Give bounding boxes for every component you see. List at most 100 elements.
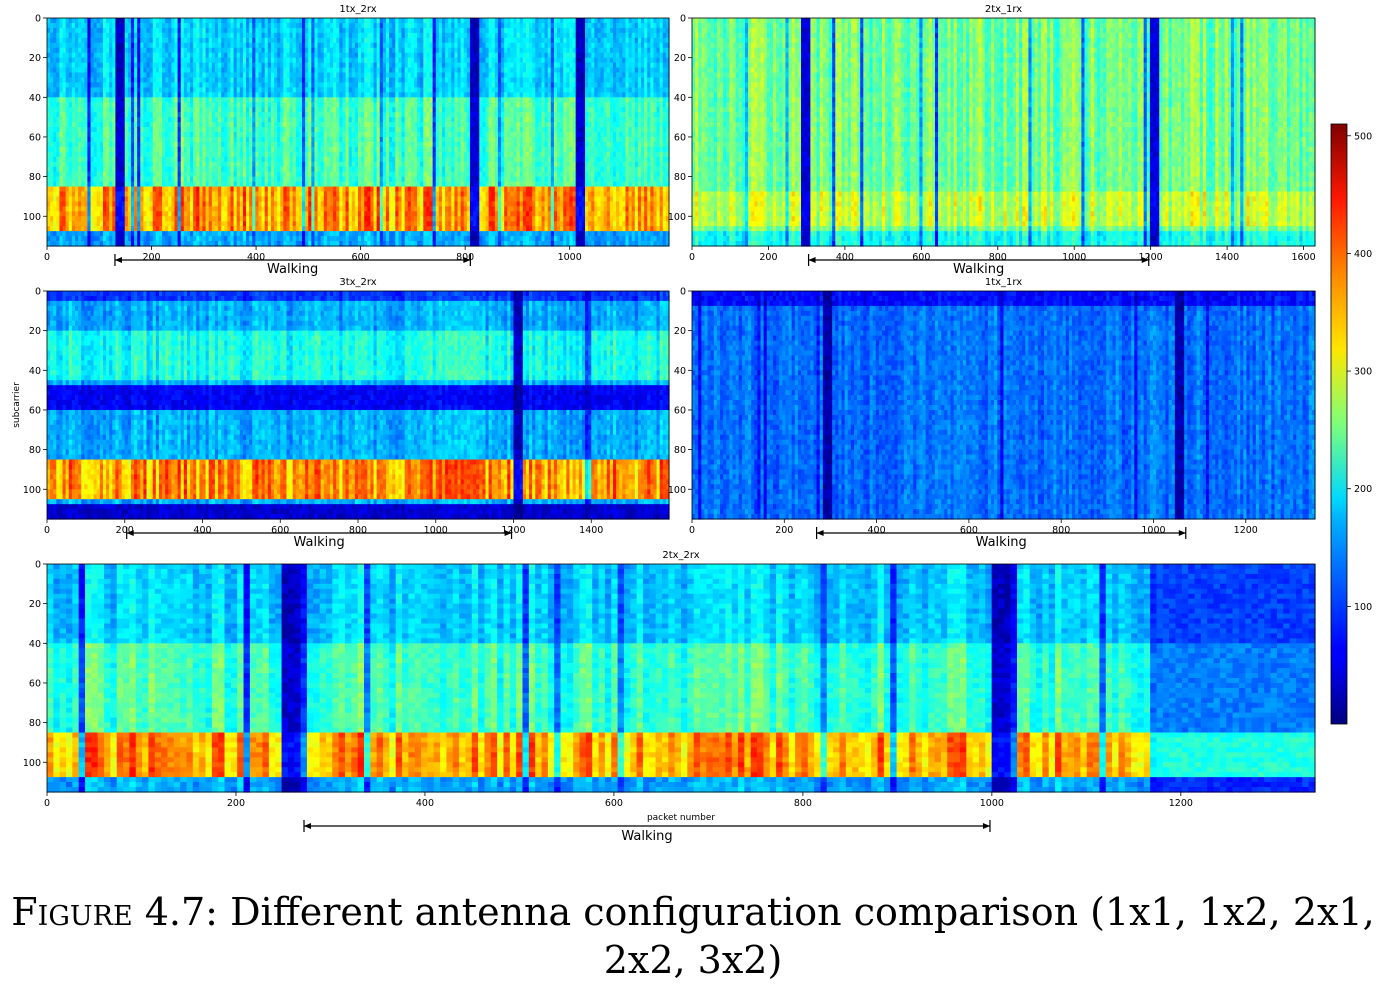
y-tick-label: 20: [29, 599, 41, 610]
annotation-arrowhead-left: [304, 823, 312, 829]
x-tick-label: 0: [689, 252, 695, 263]
walking-annotation: Walking: [807, 254, 1150, 277]
y-tick-label: 80: [29, 172, 41, 183]
colorbar-tick-label: 500: [1354, 131, 1372, 142]
y-tick-label: 60: [29, 405, 41, 416]
panel-title: 2tx_1rx: [985, 4, 1022, 15]
annotation-label: Walking: [621, 829, 672, 844]
x-tick-label: 1600: [1291, 252, 1315, 263]
y-tick-label: 60: [674, 132, 686, 143]
annotation-label: Walking: [953, 262, 1004, 277]
y-tick-label: 80: [29, 445, 41, 456]
panel-title: 1tx_1rx: [985, 277, 1022, 288]
plot-frame: [691, 290, 1316, 520]
x-tick-label: 600: [352, 252, 370, 263]
annotation-arrowhead-right: [1141, 257, 1149, 263]
walking-annotation: Walking: [303, 820, 991, 844]
x-tick-label: 1400: [1215, 252, 1239, 263]
caption-text: Different antenna configuration comparis…: [230, 890, 1375, 982]
heatmap-cells: [47, 18, 670, 247]
x-tick-label: 200: [759, 252, 777, 263]
y-tick-label: 20: [674, 326, 686, 337]
y-tick-label: 80: [29, 718, 41, 729]
walking-annotation: Walking: [126, 527, 513, 550]
x-tick-label: 400: [868, 525, 886, 536]
x-tick-label: 600: [605, 798, 623, 809]
y-tick-label: 40: [674, 93, 686, 104]
x-tick-label: 0: [44, 252, 50, 263]
colorbar-tick-label: 200: [1354, 484, 1372, 495]
colorbar-tick-label: 300: [1354, 367, 1372, 378]
x-axis-label: packet number: [647, 813, 715, 823]
x-tick-label: 400: [193, 525, 211, 536]
panel-title: 2tx_2rx: [662, 550, 699, 561]
y-tick-label: 0: [35, 287, 41, 298]
panel-title: 3tx_2rx: [339, 277, 376, 288]
y-tick-label: 100: [23, 485, 41, 496]
x-tick-label: 200: [227, 798, 245, 809]
x-tick-label: 1000: [980, 798, 1004, 809]
heatmap-cells: [692, 18, 1316, 247]
y-tick-label: 20: [29, 326, 41, 337]
x-tick-label: 200: [775, 525, 793, 536]
panel-title: 1tx_2rx: [339, 4, 376, 15]
colorbar: 100 200 300 400 500: [1330, 123, 1372, 725]
y-tick-label: 0: [35, 14, 41, 25]
x-tick-label: 800: [1052, 525, 1070, 536]
x-tick-label: 0: [44, 798, 50, 809]
y-tick-label: 40: [29, 366, 41, 377]
heatmap-cells: [47, 291, 670, 520]
y-tick-label: 0: [680, 287, 686, 298]
y-tick-label: 0: [680, 14, 686, 25]
x-tick-label: 800: [456, 252, 474, 263]
plot-frame: [46, 17, 670, 247]
annotation-arrowhead-left: [126, 530, 134, 536]
annotation-arrowhead-right: [463, 257, 471, 263]
y-tick-label: 100: [668, 212, 686, 223]
y-tick-label: 60: [674, 405, 686, 416]
x-tick-label: 200: [142, 252, 160, 263]
x-tick-label: 400: [416, 798, 434, 809]
x-tick-label: 400: [247, 252, 265, 263]
x-tick-label: 0: [689, 525, 695, 536]
annotation-arrowhead-left: [114, 257, 122, 263]
y-tick-label: 60: [29, 678, 41, 689]
y-tick-label: 0: [35, 560, 41, 571]
y-axis-label: subcarrier: [12, 382, 22, 428]
y-tick-label: 100: [23, 212, 41, 223]
plot-frame: [46, 563, 1316, 793]
annotation-arrowhead-left: [808, 257, 816, 263]
x-tick-label: 600: [271, 525, 289, 536]
y-tick-label: 100: [668, 485, 686, 496]
x-tick-label: 600: [960, 525, 978, 536]
x-tick-label: 800: [794, 798, 812, 809]
x-tick-label: 600: [912, 252, 930, 263]
annotation-arrowhead-right: [504, 530, 512, 536]
colorbar-tick-label: 400: [1354, 249, 1372, 260]
y-tick-label: 40: [29, 639, 41, 650]
x-tick-label: 1000: [558, 252, 582, 263]
y-tick-label: 40: [674, 366, 686, 377]
walking-annotation: Walking: [815, 527, 1187, 550]
y-tick-label: 20: [29, 53, 41, 64]
heatmap-cells: [692, 291, 1316, 520]
annotation-label: Walking: [294, 535, 345, 550]
y-tick-label: 80: [674, 172, 686, 183]
y-tick-label: 20: [674, 53, 686, 64]
x-tick-label: 1000: [424, 525, 448, 536]
walking-annotation: Walking: [114, 254, 471, 277]
x-tick-label: 400: [836, 252, 854, 263]
x-tick-label: 1200: [1169, 798, 1193, 809]
x-tick-label: 1400: [579, 525, 603, 536]
x-tick-label: 1200: [1139, 252, 1163, 263]
x-tick-label: 800: [989, 252, 1007, 263]
plot-frame: [691, 17, 1316, 247]
colorbar-tick-label: 100: [1354, 602, 1372, 613]
x-tick-label: 1000: [1062, 252, 1086, 263]
annotation-label: Walking: [976, 535, 1027, 550]
annotation-arrowhead-right: [982, 823, 990, 829]
